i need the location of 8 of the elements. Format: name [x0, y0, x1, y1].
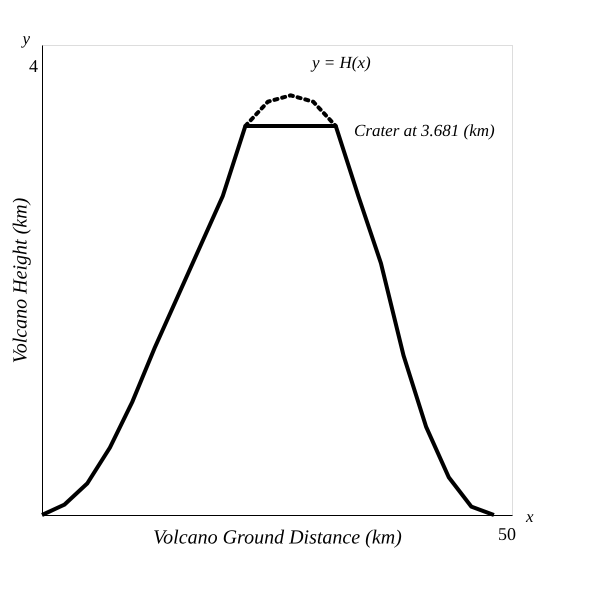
text: y = H(x) — [310, 53, 371, 72]
text: x — [525, 507, 534, 526]
annotation: Crater at 3.681 (km) — [354, 121, 496, 140]
x-axis-title: Volcano Ground Distance (km) — [153, 526, 402, 548]
text: y — [20, 29, 30, 48]
text: 50 — [498, 524, 516, 544]
text: 4 — [29, 56, 38, 76]
y-axis-title: Volcano Height (km) — [10, 197, 32, 364]
